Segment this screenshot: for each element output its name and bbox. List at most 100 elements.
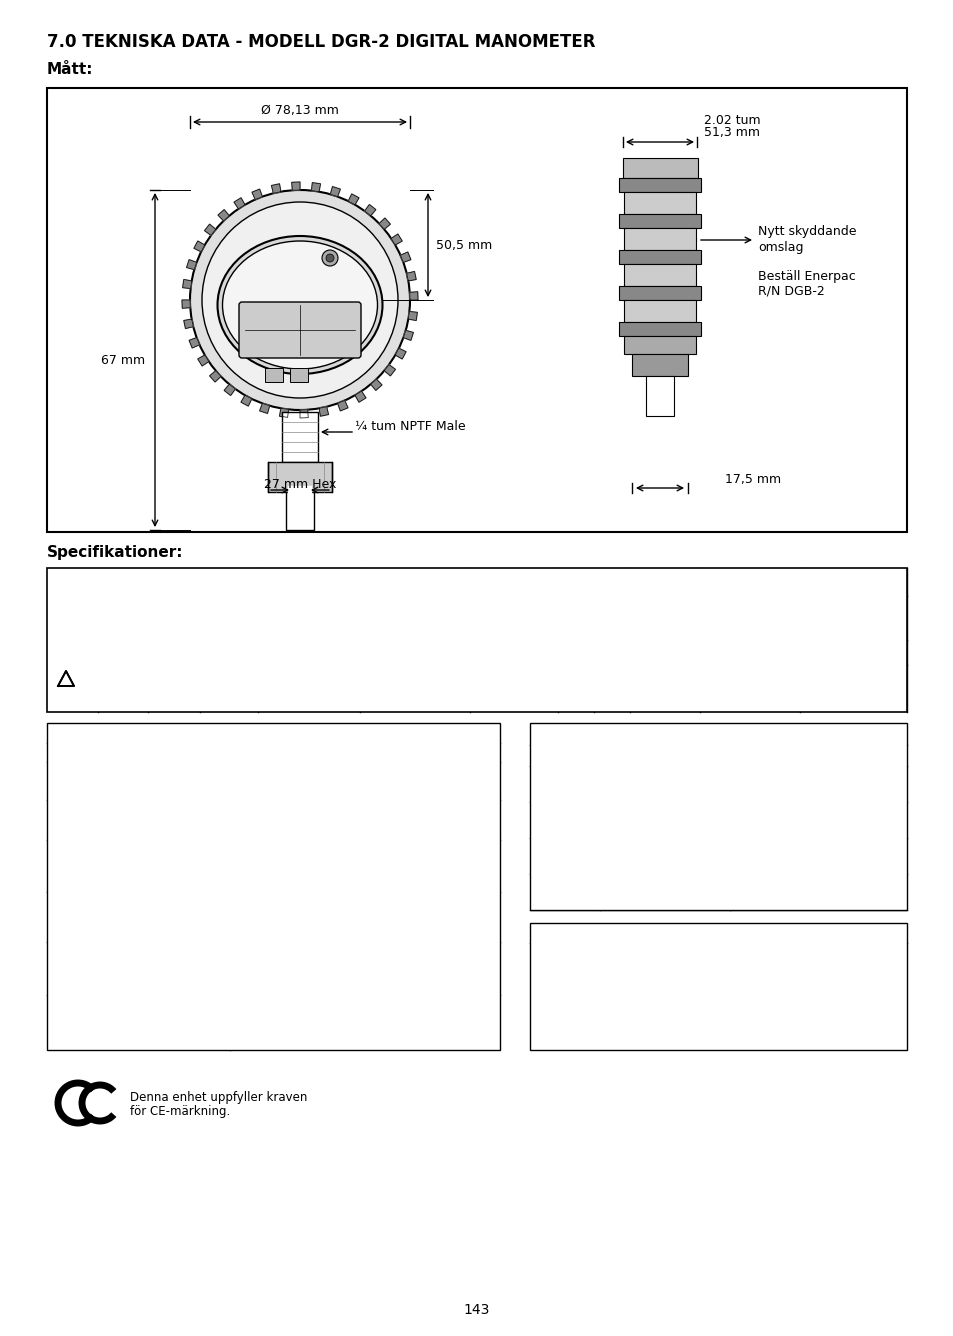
Text: CE EN 61326 (1998): CE EN 61326 (1998)	[537, 949, 657, 962]
Polygon shape	[210, 370, 221, 382]
Polygon shape	[395, 349, 406, 359]
Text: tryckklassificering:: tryckklassificering:	[89, 585, 215, 599]
Circle shape	[202, 202, 397, 398]
Polygon shape	[337, 401, 348, 411]
Text: 0,23: 0,23	[599, 659, 623, 668]
Text: alkaliska: alkaliska	[489, 676, 537, 685]
Polygon shape	[403, 330, 413, 341]
Text: (två AA: (två AA	[493, 663, 534, 673]
Text: 51,3 mm: 51,3 mm	[703, 126, 760, 139]
Text: ¼ tum NPTF: ¼ tum NPTF	[630, 651, 699, 661]
Bar	[618, 214, 700, 228]
Text: Uppfyller RoHS: Uppfyller RoHS	[537, 1011, 625, 1025]
Text: Område: Område	[640, 748, 688, 762]
Circle shape	[326, 254, 334, 262]
Text: omslag: omslag	[758, 240, 802, 254]
Text: -20°C to 60°C: -20°C to 60°C	[326, 776, 403, 786]
Text: Intervall: Intervall	[793, 748, 841, 762]
Text: Temperaturkoefficient: Temperaturkoefficient	[55, 963, 177, 973]
Text: 3 volt DC: 3 volt DC	[488, 640, 539, 651]
Text: Maximum: Maximum	[120, 570, 184, 584]
Circle shape	[322, 250, 337, 266]
Polygon shape	[292, 182, 299, 190]
Text: CE EN 61326 Annex A (tung industri): CE EN 61326 Annex A (tung industri)	[537, 970, 756, 983]
Polygon shape	[224, 385, 235, 395]
Text: Märkdata: Märkdata	[718, 570, 781, 584]
Bar	[623, 301, 696, 322]
Text: omgivningen: omgivningen	[55, 783, 128, 792]
Text: för CE-märkning.: för CE-märkning.	[130, 1105, 230, 1118]
Text: Miljöspecifikationer: Miljöspecifikationer	[204, 725, 341, 739]
Polygon shape	[364, 204, 375, 215]
Text: Godkännanden av myndigheter: Godkännanden av myndigheter	[607, 725, 827, 739]
Text: (batterier installerade): (batterier installerade)	[55, 867, 182, 878]
Bar	[618, 322, 700, 335]
Text: -20°C to 60°C: -20°C to 60°C	[326, 860, 403, 871]
Bar	[47, 568, 906, 712]
Polygon shape	[408, 311, 416, 321]
Text: 50,5 mm: 50,5 mm	[436, 239, 492, 251]
Polygon shape	[184, 319, 193, 329]
Text: 0-140: 0-140	[647, 850, 681, 863]
Text: användaren): användaren)	[379, 688, 450, 697]
Polygon shape	[58, 671, 74, 685]
Polygon shape	[252, 190, 262, 199]
Text: mPa: mPa	[162, 599, 186, 609]
Text: Mättenhet
vald: Mättenhet vald	[534, 748, 595, 776]
Text: batterier: batterier	[489, 689, 537, 699]
Bar	[530, 723, 906, 910]
Polygon shape	[384, 365, 395, 375]
Text: Godkännanden av myndigheter: Godkännanden av myndigheter	[607, 926, 827, 939]
Text: 0.25%: 0.25%	[290, 656, 327, 669]
Polygon shape	[406, 271, 416, 281]
Text: spann, referenstemperatur 70 °F: spann, referenstemperatur 70 °F	[273, 970, 456, 979]
Polygon shape	[204, 224, 215, 235]
Text: 1s: 1s	[408, 663, 421, 672]
FancyBboxPatch shape	[239, 302, 360, 358]
Bar	[623, 192, 696, 214]
Polygon shape	[187, 259, 196, 270]
Ellipse shape	[222, 240, 377, 369]
Text: 27 mm Hex: 27 mm Hex	[264, 477, 335, 490]
Polygon shape	[391, 234, 402, 244]
Text: kg: kg	[604, 599, 618, 609]
Bar	[47, 723, 499, 1050]
Text: 0.1: 0.1	[808, 814, 826, 827]
Ellipse shape	[217, 236, 382, 374]
Polygon shape	[330, 187, 340, 196]
Text: 250ms: 250ms	[395, 636, 434, 647]
Polygon shape	[182, 279, 192, 289]
Text: 0.5: 0.5	[567, 659, 584, 668]
Text: 140: 140	[163, 643, 184, 653]
Polygon shape	[189, 338, 199, 347]
Text: psi: psi	[556, 778, 573, 791]
Polygon shape	[371, 379, 381, 390]
Text: Hydraulisk: Hydraulisk	[629, 570, 700, 584]
Text: 0-20000: 0-20000	[640, 778, 689, 791]
Text: R/N DGB-2: R/N DGB-2	[758, 285, 824, 298]
Polygon shape	[348, 194, 358, 204]
Bar	[282, 411, 317, 462]
Circle shape	[190, 190, 410, 410]
Text: 1: 1	[814, 778, 821, 791]
Text: 0,04 %/ °F [-20 °C till 180 °C] noll och: 0,04 %/ °F [-20 °C till 180 °C] noll och	[259, 957, 470, 966]
Text: tyckklassificering.: tyckklassificering.	[47, 701, 148, 711]
Text: aldrig maximal: aldrig maximal	[78, 688, 162, 697]
Text: Noggrannhet: Noggrannhet	[265, 570, 353, 584]
Text: 17,5 mm: 17,5 mm	[724, 473, 781, 486]
Polygon shape	[409, 291, 417, 301]
Text: bar: bar	[113, 599, 132, 609]
Text: !: !	[64, 673, 68, 683]
Bar	[622, 158, 698, 178]
Text: CE: CE	[290, 351, 299, 358]
Bar	[623, 265, 696, 286]
Text: Mått:: Mått:	[47, 61, 93, 77]
Polygon shape	[272, 184, 280, 194]
Bar	[623, 228, 696, 250]
Text: -20°C to 80°C: -20°C to 80°C	[326, 815, 403, 826]
Bar	[618, 250, 700, 265]
Bar	[645, 375, 673, 415]
Text: VARNING!: VARNING!	[78, 675, 139, 685]
Text: Beställ Enerpac: Beställ Enerpac	[758, 270, 855, 283]
Text: 0.01: 0.01	[804, 850, 830, 863]
